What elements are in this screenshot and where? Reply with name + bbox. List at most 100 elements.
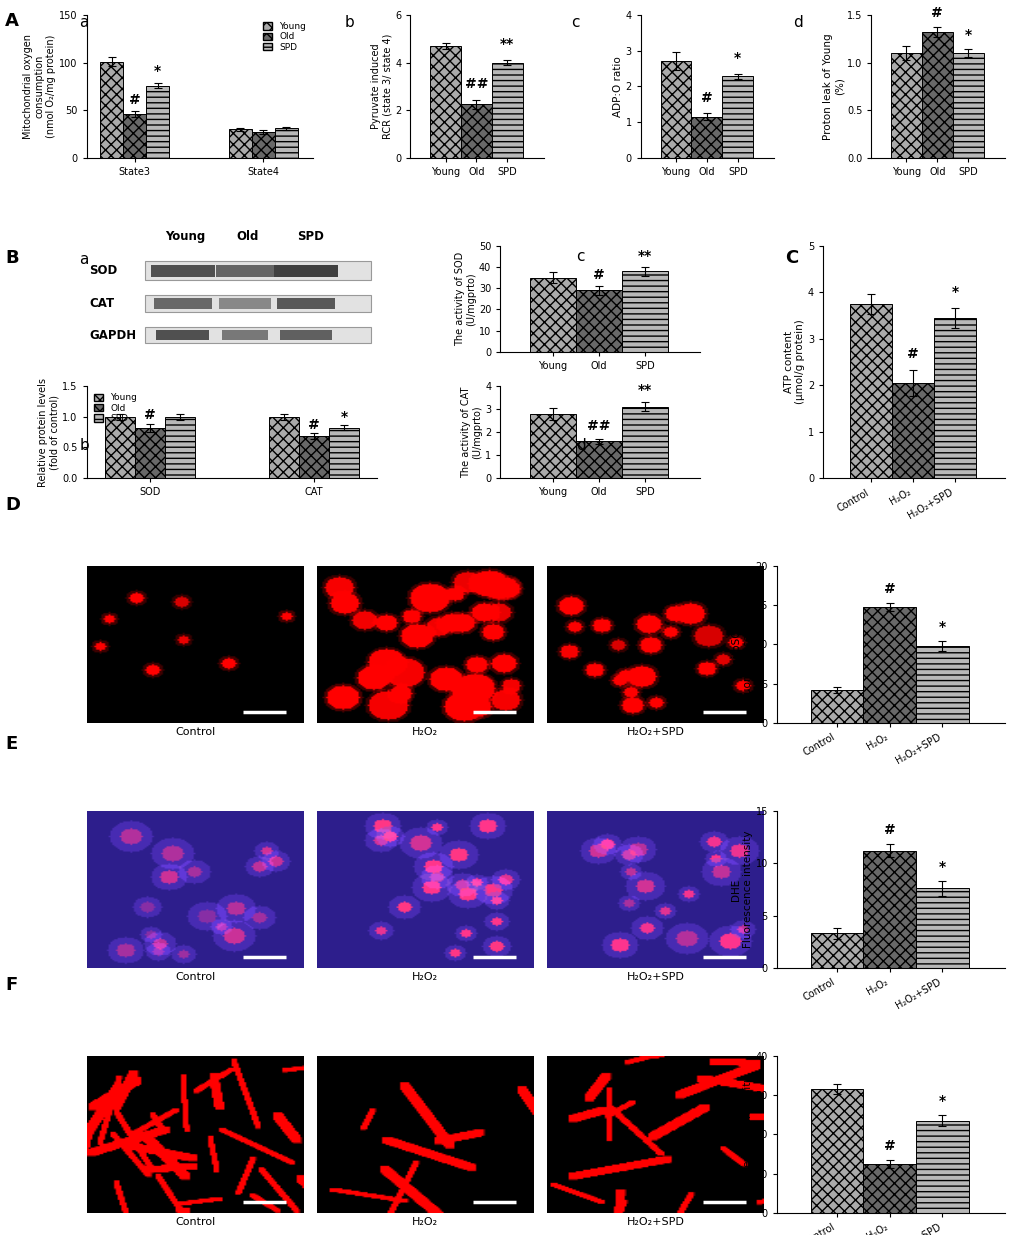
Bar [221, 330, 268, 341]
Text: d: d [576, 438, 586, 453]
Text: #: # [593, 268, 604, 282]
Bar [849, 304, 891, 478]
Text: a: a [79, 252, 89, 267]
Bar [915, 888, 968, 968]
Y-axis label: DHE
Fluorescence intensity: DHE Fluorescence intensity [731, 831, 752, 948]
Bar [862, 1163, 915, 1213]
Bar [145, 327, 371, 343]
Y-axis label: Pyruvate induced
RCR (state 3/ state 4): Pyruvate induced RCR (state 3/ state 4) [371, 33, 392, 140]
Bar [151, 264, 214, 277]
Text: *: * [937, 860, 945, 874]
Bar [104, 417, 135, 478]
Y-axis label: The activity of CAT
(U/mgprto): The activity of CAT (U/mgprto) [461, 387, 482, 478]
Bar [576, 290, 622, 352]
Text: *: * [154, 64, 161, 78]
Bar [721, 77, 752, 158]
X-axis label: Control: Control [175, 972, 215, 982]
Text: ##: ## [587, 419, 610, 433]
Text: #: # [308, 417, 320, 431]
Y-axis label: The activity of SOD
(U/mgprto): The activity of SOD (U/mgprto) [454, 252, 476, 346]
Text: *: * [340, 410, 347, 424]
Text: c: c [571, 15, 579, 30]
Text: a: a [79, 15, 89, 30]
X-axis label: H₂O₂: H₂O₂ [412, 727, 438, 737]
Text: #: # [144, 409, 156, 422]
Bar [891, 53, 921, 158]
Bar [810, 1089, 862, 1213]
Bar [274, 264, 337, 277]
Text: C: C [785, 249, 798, 268]
Y-axis label: ATP content
(μmol/g protein): ATP content (μmol/g protein) [783, 320, 804, 404]
Bar [810, 690, 862, 722]
Bar [622, 406, 667, 478]
Bar [269, 417, 299, 478]
Text: *: * [964, 28, 971, 42]
Bar [529, 278, 576, 352]
Bar [146, 85, 169, 158]
Bar [576, 441, 622, 478]
Bar [862, 606, 915, 722]
Text: F: F [5, 976, 17, 994]
Text: d: d [793, 15, 803, 30]
Text: Old: Old [236, 230, 259, 243]
Text: SOD: SOD [90, 264, 118, 277]
Text: B: B [5, 249, 18, 268]
X-axis label: H₂O₂: H₂O₂ [412, 972, 438, 982]
Text: *: * [951, 284, 958, 299]
Text: #: # [906, 347, 918, 361]
Text: **: ** [499, 37, 514, 51]
Text: ##: ## [465, 77, 488, 91]
Text: #: # [882, 582, 895, 595]
Bar [430, 46, 461, 158]
Bar [219, 298, 271, 309]
Bar [461, 105, 491, 158]
Bar [529, 414, 576, 478]
Text: D: D [5, 496, 20, 515]
Bar [862, 851, 915, 968]
X-axis label: H₂O₂: H₂O₂ [412, 1216, 438, 1226]
Bar [216, 264, 274, 277]
Bar [660, 62, 691, 158]
X-axis label: H₂O₂+SPD: H₂O₂+SPD [626, 1216, 684, 1226]
Bar [145, 295, 371, 311]
Bar [274, 128, 298, 158]
Bar [329, 427, 359, 478]
Text: #: # [882, 824, 895, 837]
Text: *: * [734, 52, 741, 65]
Bar [622, 272, 667, 352]
Text: **: ** [638, 249, 652, 263]
X-axis label: Control: Control [175, 727, 215, 737]
Bar [933, 317, 975, 478]
Text: #: # [930, 6, 943, 20]
Text: *: * [937, 1094, 945, 1109]
Bar [915, 646, 968, 722]
Bar [891, 383, 933, 478]
Bar [165, 417, 195, 478]
Bar [156, 330, 209, 341]
Text: #: # [882, 1139, 895, 1152]
Y-axis label: Mitochondrial oxygen
consumption
(nmol O₂/mg protein): Mitochondrial oxygen consumption (nmol O… [23, 33, 56, 140]
Bar [123, 114, 146, 158]
Y-axis label: Relative protein levels
(fold of control): Relative protein levels (fold of control… [38, 378, 59, 487]
Text: A: A [5, 12, 19, 31]
Legend: Young, Old, SPD: Young, Old, SPD [260, 20, 309, 54]
Bar [299, 436, 329, 478]
Y-axis label: Proton leak of Young
(%): Proton leak of Young (%) [821, 33, 844, 140]
Text: b: b [79, 438, 90, 453]
X-axis label: Control: Control [175, 1216, 215, 1226]
Text: GAPDH: GAPDH [90, 329, 137, 342]
X-axis label: H₂O₂+SPD: H₂O₂+SPD [626, 972, 684, 982]
Bar [100, 62, 123, 158]
X-axis label: H₂O₂+SPD: H₂O₂+SPD [626, 727, 684, 737]
Bar [810, 934, 862, 968]
Text: #: # [128, 93, 141, 106]
Bar [279, 330, 332, 341]
Bar [135, 427, 165, 478]
Text: **: ** [638, 383, 652, 396]
Bar [252, 132, 274, 158]
Bar [921, 32, 952, 158]
Text: c: c [576, 249, 584, 264]
Y-axis label: ADP:O ratio: ADP:O ratio [612, 56, 623, 117]
Text: b: b [344, 15, 355, 30]
Bar [915, 1120, 968, 1213]
